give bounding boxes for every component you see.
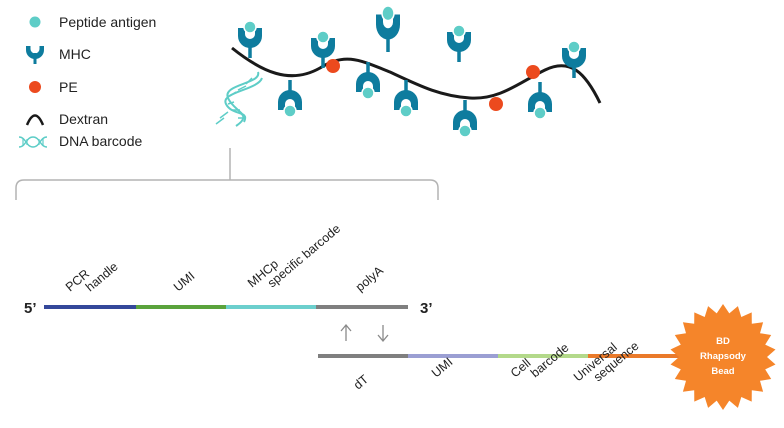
- mhc-unit: [526, 80, 554, 121]
- pe-molecule: [526, 65, 540, 79]
- bead-label-line3: Bead: [711, 366, 734, 377]
- peptide-antigen-icon: [29, 16, 41, 28]
- dt-label: dT: [351, 372, 371, 392]
- mhc-icon: [26, 46, 44, 64]
- legend-item-dextran: Dextran: [25, 111, 108, 127]
- three-prime-label: 3’: [420, 300, 433, 317]
- dextramer-illustration: [215, 6, 602, 139]
- mhc-unit: [236, 19, 264, 60]
- legend-label-pe: PE: [59, 79, 78, 95]
- bead-label-line2: Rhapsody: [700, 351, 747, 362]
- dna-barcode-icon: [18, 136, 48, 148]
- mhc-unit: [376, 6, 400, 52]
- pairing-arrows: [340, 323, 389, 343]
- pe-molecule: [326, 59, 340, 73]
- mhc-unit: [276, 78, 304, 119]
- legend-label-mhc: MHC: [59, 46, 91, 62]
- legend-label-peptide: Peptide antigen: [59, 14, 156, 30]
- five-prime-label: 5’: [24, 300, 37, 317]
- arrow-up-icon: [340, 323, 352, 341]
- legend-item-dna: DNA barcode: [18, 133, 142, 149]
- umi-label: UMI: [171, 269, 198, 294]
- legend-label-dextran: Dextran: [59, 111, 108, 127]
- legend-label-dna: DNA barcode: [59, 133, 142, 149]
- mhc-unit: [445, 23, 473, 64]
- dextran-backbone: [231, 46, 602, 104]
- bead-label-line1: BD: [716, 336, 730, 347]
- cell-barcode-label-line2: barcode: [528, 341, 572, 381]
- legend-item-peptide: Peptide antigen: [29, 14, 156, 30]
- pe-icon: [29, 81, 41, 93]
- mhc-unit: [392, 78, 420, 119]
- legend-item-pe: PE: [29, 79, 78, 95]
- arrow-down-icon: [377, 325, 389, 343]
- pe-molecule: [489, 97, 503, 111]
- mhc-unit: [451, 98, 479, 139]
- polya-label: polyA: [353, 263, 386, 294]
- dna-barcode-strand: [215, 71, 263, 127]
- bead-shape: [670, 304, 776, 410]
- bd-rhapsody-bead: BD Rhapsody Bead: [670, 304, 776, 410]
- mhcp-barcode-label-line2: specific barcode: [265, 221, 343, 290]
- dextran-icon: [25, 114, 45, 126]
- bracket: [15, 148, 439, 200]
- legend-item-mhc: MHC: [26, 46, 91, 64]
- umi-label: UMI: [429, 355, 456, 380]
- legend: Peptide antigen MHC PE Dextran: [18, 14, 156, 149]
- mhc-unit: [560, 39, 588, 80]
